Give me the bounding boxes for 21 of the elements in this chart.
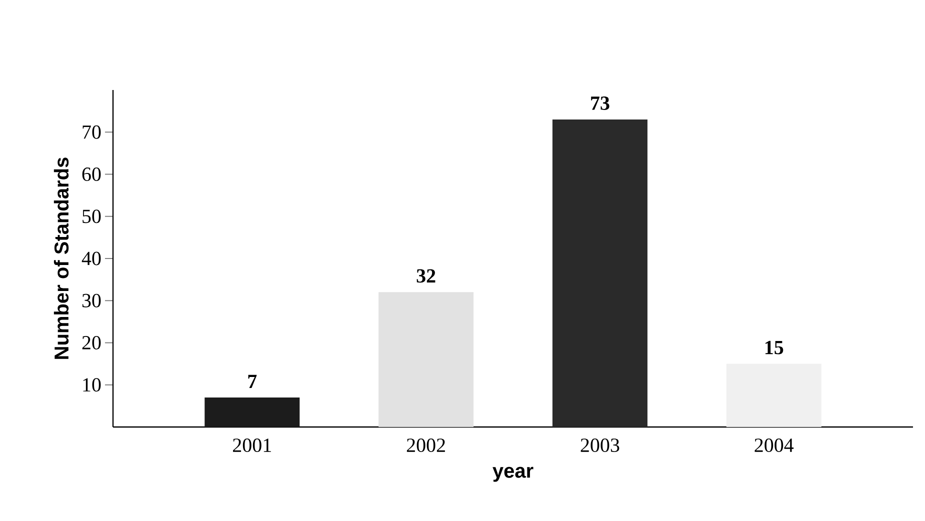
y-tick-label: 10 xyxy=(83,378,101,392)
x-tick-label: 2003 xyxy=(580,438,620,452)
x-tick-label: 2001 xyxy=(233,438,271,452)
x-tick-label: 2004 xyxy=(754,438,794,452)
y-tick-label: 40 xyxy=(82,252,101,266)
y-tick-label: 20 xyxy=(82,336,101,350)
bar xyxy=(204,398,300,427)
y-tick-label: 70 xyxy=(82,125,101,139)
y-tick-label: 50 xyxy=(82,210,101,224)
data-label: 7 xyxy=(248,374,257,388)
y-tick-label: 60 xyxy=(82,167,101,181)
data-label: 73 xyxy=(591,96,610,110)
data-label: 32 xyxy=(416,269,436,283)
bar xyxy=(552,119,648,427)
y-axis-title: Number of Standards xyxy=(54,158,69,359)
bar xyxy=(726,364,822,427)
bar xyxy=(378,292,474,427)
data-label: 15 xyxy=(765,340,784,354)
y-tick-label: 30 xyxy=(82,294,101,308)
x-tick-label: 2002 xyxy=(406,438,445,452)
x-axis-title: year xyxy=(492,466,534,482)
